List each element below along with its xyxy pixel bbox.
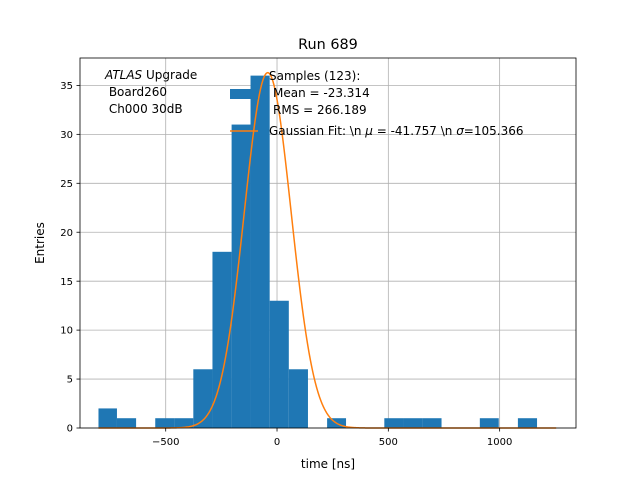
y-tick-label: 35 xyxy=(60,81,73,92)
y-axis-ticks: 0 5 10 15 20 25 30 35 xyxy=(60,81,80,435)
y-tick-label: 5 xyxy=(67,375,73,386)
legend: Samples (123): Mean = -23.314 RMS = 266.… xyxy=(230,69,523,138)
histogram-bar xyxy=(212,251,232,428)
histogram-bar xyxy=(231,124,251,428)
legend-fit-mu: μ xyxy=(364,124,373,138)
legend-histogram-patch xyxy=(230,89,258,99)
legend-hist-line-2: Mean = -23.314 xyxy=(273,86,370,100)
y-tick-label: 20 xyxy=(60,228,73,239)
legend-hist-line-3: RMS = 266.189 xyxy=(273,103,367,117)
histogram-bar xyxy=(269,300,289,428)
histogram-bar xyxy=(403,418,423,428)
x-axis-label: time [ns] xyxy=(301,457,355,471)
y-tick-label: 30 xyxy=(60,130,73,141)
y-tick-label: 0 xyxy=(67,424,73,435)
legend-fit-prefix: Gaussian Fit: \n xyxy=(269,124,365,138)
annotation-atlas: ATLAS xyxy=(104,68,143,82)
x-tick-label: −500 xyxy=(152,437,179,448)
y-tick-label: 10 xyxy=(60,326,73,337)
histogram-bar xyxy=(174,418,194,428)
histogram-bar xyxy=(155,418,175,428)
histogram-bar xyxy=(422,418,442,428)
annotation-line-3: Ch000 30dB xyxy=(105,102,183,116)
plot-frame xyxy=(79,57,577,429)
grid xyxy=(80,58,576,429)
histogram-bar xyxy=(250,75,270,428)
legend-fit-suffix: =105.366 xyxy=(464,124,524,138)
histogram-bar xyxy=(116,418,137,428)
atlas-annotation: ATLAS Upgrade Board260 Ch000 30dB xyxy=(104,68,197,116)
x-tick-label: 0 xyxy=(274,437,280,448)
histogram-bar xyxy=(384,418,404,428)
y-tick-label: 25 xyxy=(60,179,73,190)
annotation-upgrade: Upgrade xyxy=(142,68,197,82)
x-tick-label: 1000 xyxy=(487,437,512,448)
x-axis-ticks: −500 0 500 1000 xyxy=(152,428,512,448)
histogram-bar xyxy=(98,408,117,428)
annotation-line-2: Board260 xyxy=(105,85,167,99)
y-tick-label: 15 xyxy=(60,277,73,288)
histogram-bar xyxy=(517,418,538,428)
chart-title: Run 689 xyxy=(298,37,358,53)
annotation-line-1: ATLAS Upgrade xyxy=(104,68,197,82)
y-axis-label: Entries xyxy=(33,222,47,264)
legend-fit-mid: = -41.757 \n xyxy=(373,124,456,138)
histogram-bar xyxy=(479,418,499,428)
histogram-bar xyxy=(288,369,308,428)
x-tick-label: 500 xyxy=(379,437,398,448)
legend-fit-label: Gaussian Fit: \n μ = -41.757 \n σ=105.36… xyxy=(269,124,523,138)
legend-hist-line-1: Samples (123): xyxy=(269,69,360,83)
legend-fit-sigma: σ xyxy=(456,124,464,138)
